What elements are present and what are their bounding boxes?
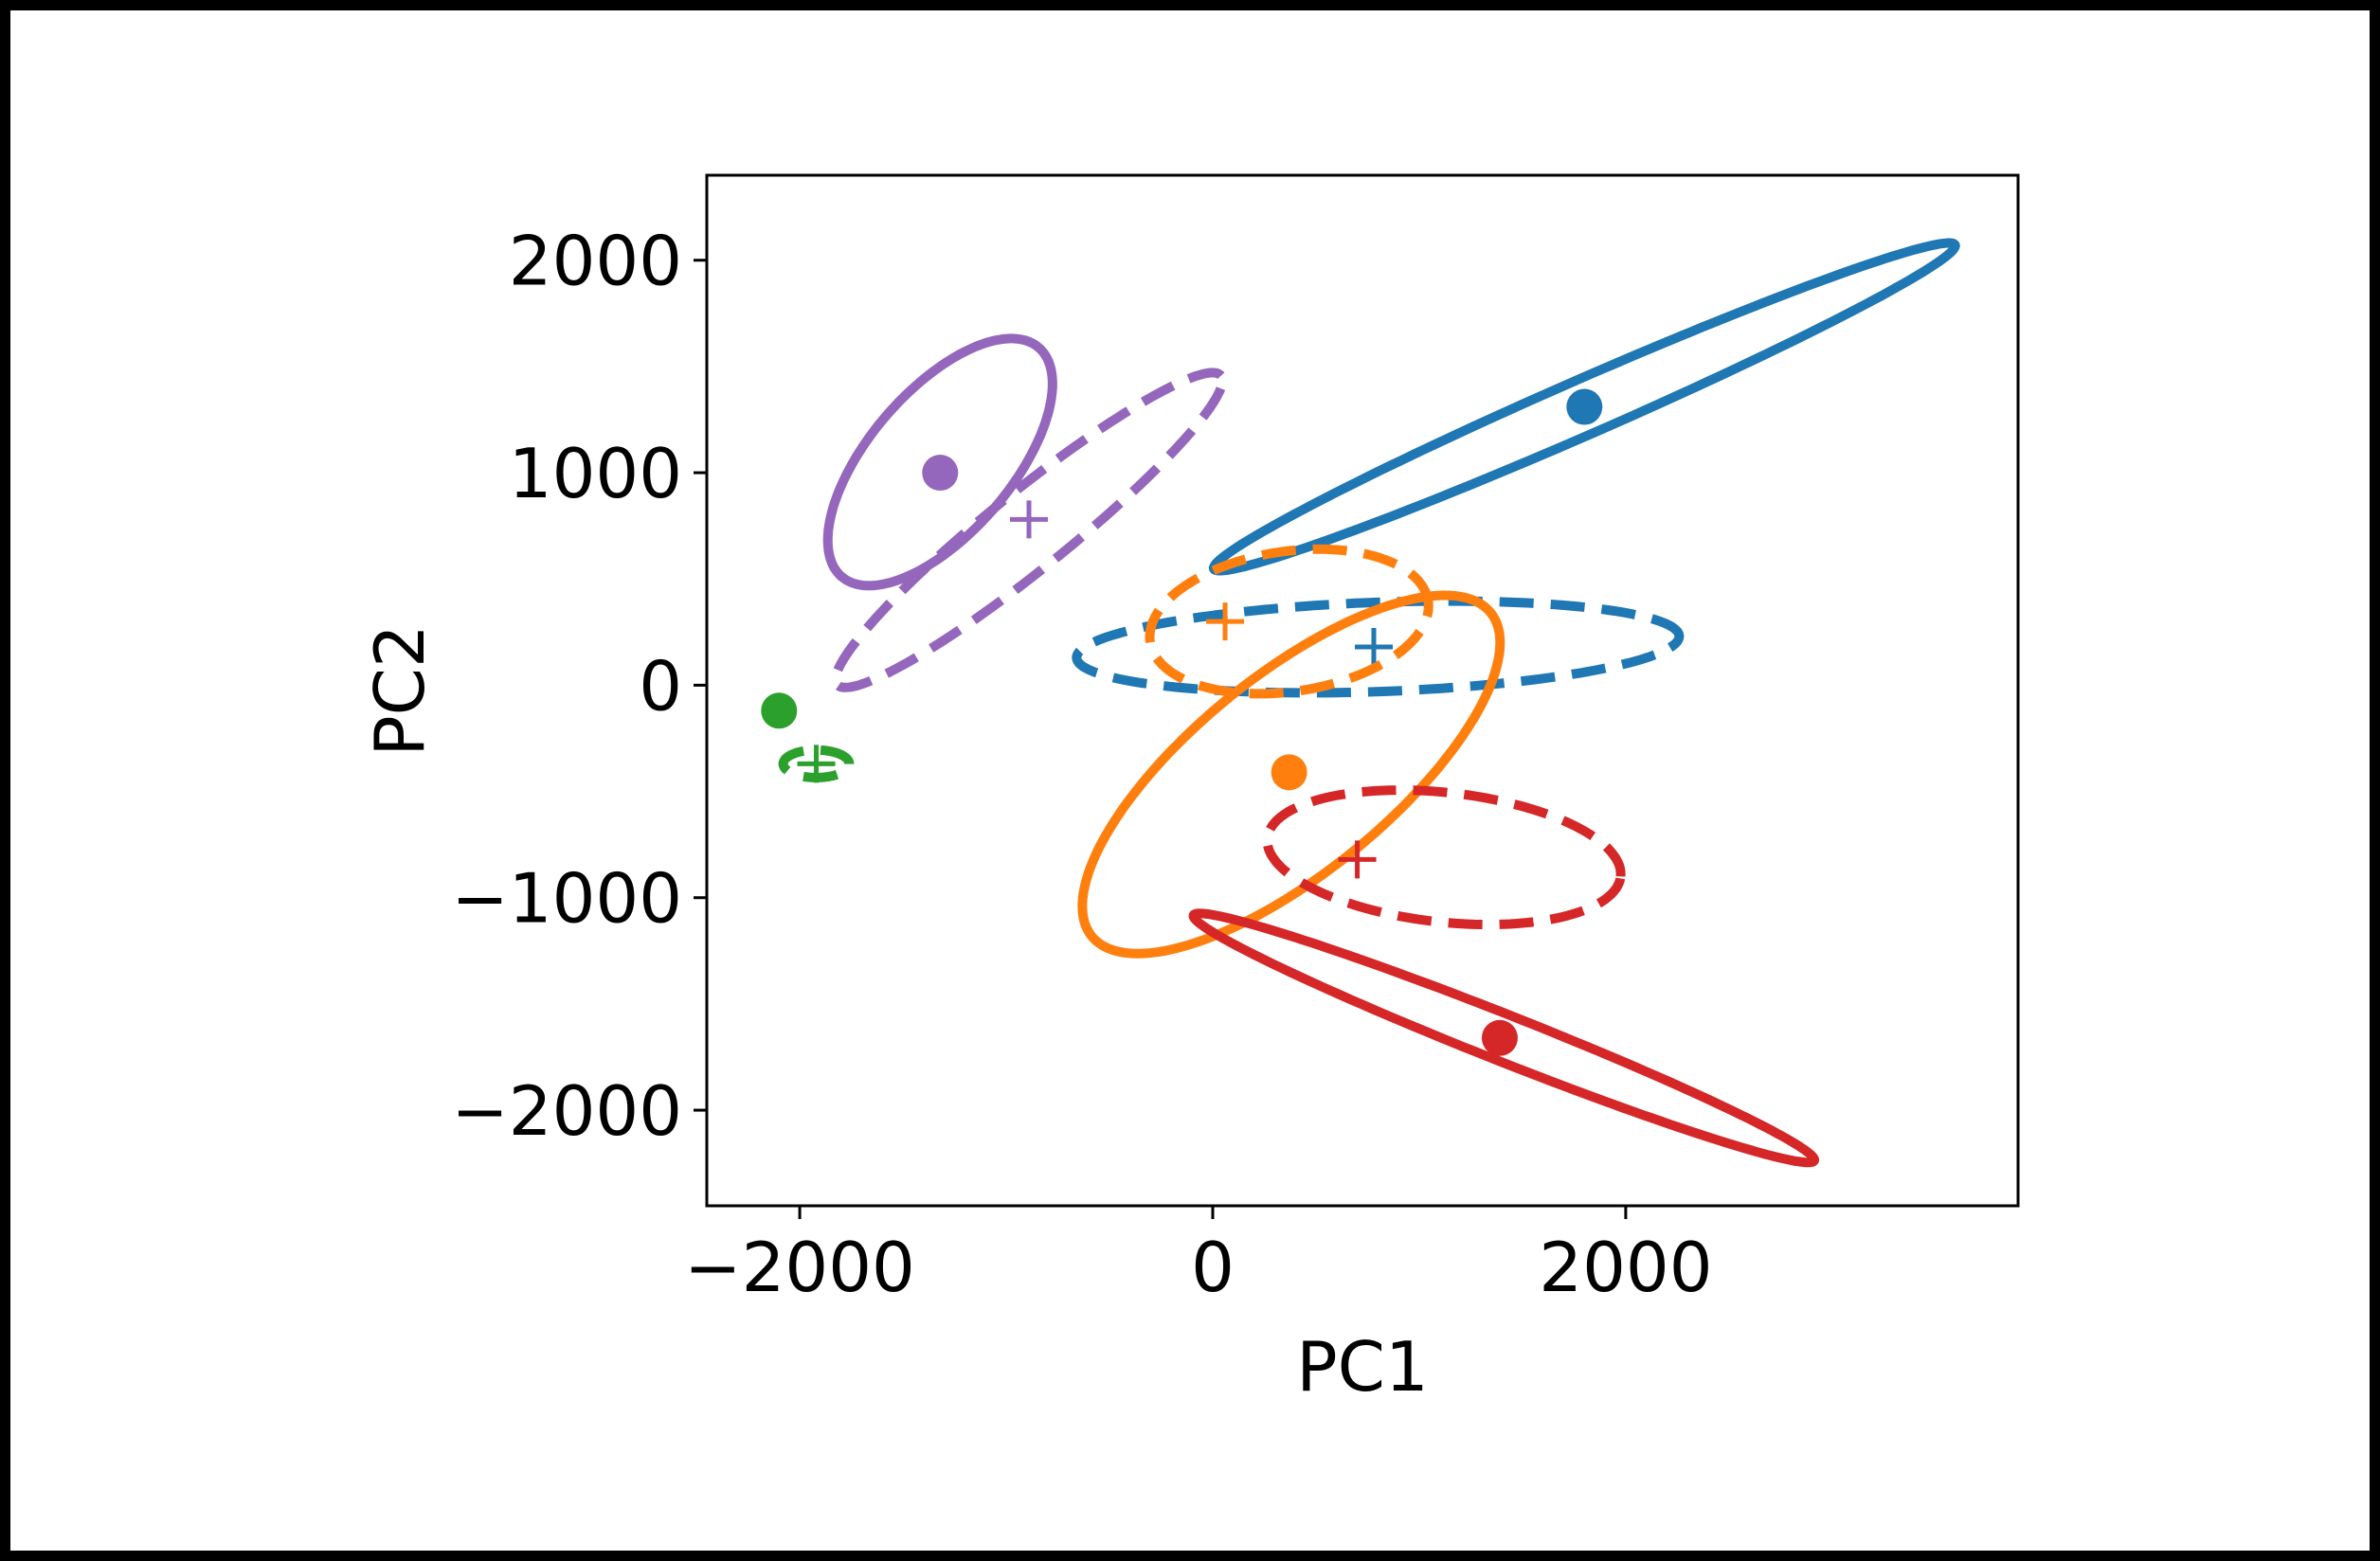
series-1-mean-plus-marker: [1206, 602, 1245, 641]
x-tick-label: 0: [1191, 1228, 1235, 1307]
plot-area: [761, 238, 1960, 1168]
y-tick-label: 1000: [509, 434, 682, 513]
figure-canvas: −2000 0 2000 −2000 −1000 0 1000 2000 PC1 PC2: [10, 10, 2370, 1551]
series-0-mean-plus-marker: [1354, 628, 1393, 667]
series-1-solid-ellipse: [1077, 590, 1506, 959]
axes-layer: −2000 0 2000 −2000 −1000 0 1000 2000: [451, 173, 2020, 1307]
x-tick-label: −2000: [684, 1228, 915, 1307]
series-3-solid-ellipse: [1188, 908, 1820, 1168]
y-axis-label: PC2: [360, 624, 440, 757]
series-1-centroid-dot: [1271, 754, 1307, 791]
series-4-mean-plus-marker: [1010, 500, 1049, 539]
series-2-mean-plus-marker: [797, 745, 836, 783]
plot-frame: [705, 173, 2020, 1208]
y-tick-label: −1000: [451, 859, 682, 939]
y-tick-label: −2000: [451, 1071, 682, 1151]
x-axis-label: PC1: [1296, 1327, 1429, 1407]
series-3-dashed-ellipse: [1262, 785, 1626, 930]
series-3-centroid-dot: [1481, 1019, 1518, 1056]
series-2-centroid-dot: [761, 692, 798, 729]
series-4-solid-ellipse: [822, 333, 1057, 591]
plot-layer: [761, 238, 1960, 1168]
y-tick-label: 0: [639, 646, 682, 726]
x-tick-label: 2000: [1539, 1228, 1712, 1307]
y-tick-label: 2000: [509, 222, 682, 301]
series-4-dashed-ellipse: [830, 368, 1228, 692]
series-0-centroid-dot: [1566, 388, 1603, 425]
series-3-mean-plus-marker: [1338, 840, 1377, 879]
scatter-chart: −2000 0 2000 −2000 −1000 0 1000 2000 PC1 PC2: [360, 173, 2020, 1407]
series-0-dashed-ellipse: [1072, 596, 1685, 698]
series-4-centroid-dot: [922, 455, 959, 492]
series-2-dashed-ellipse: [778, 745, 855, 782]
series-1-dashed-ellipse: [1145, 544, 1433, 699]
